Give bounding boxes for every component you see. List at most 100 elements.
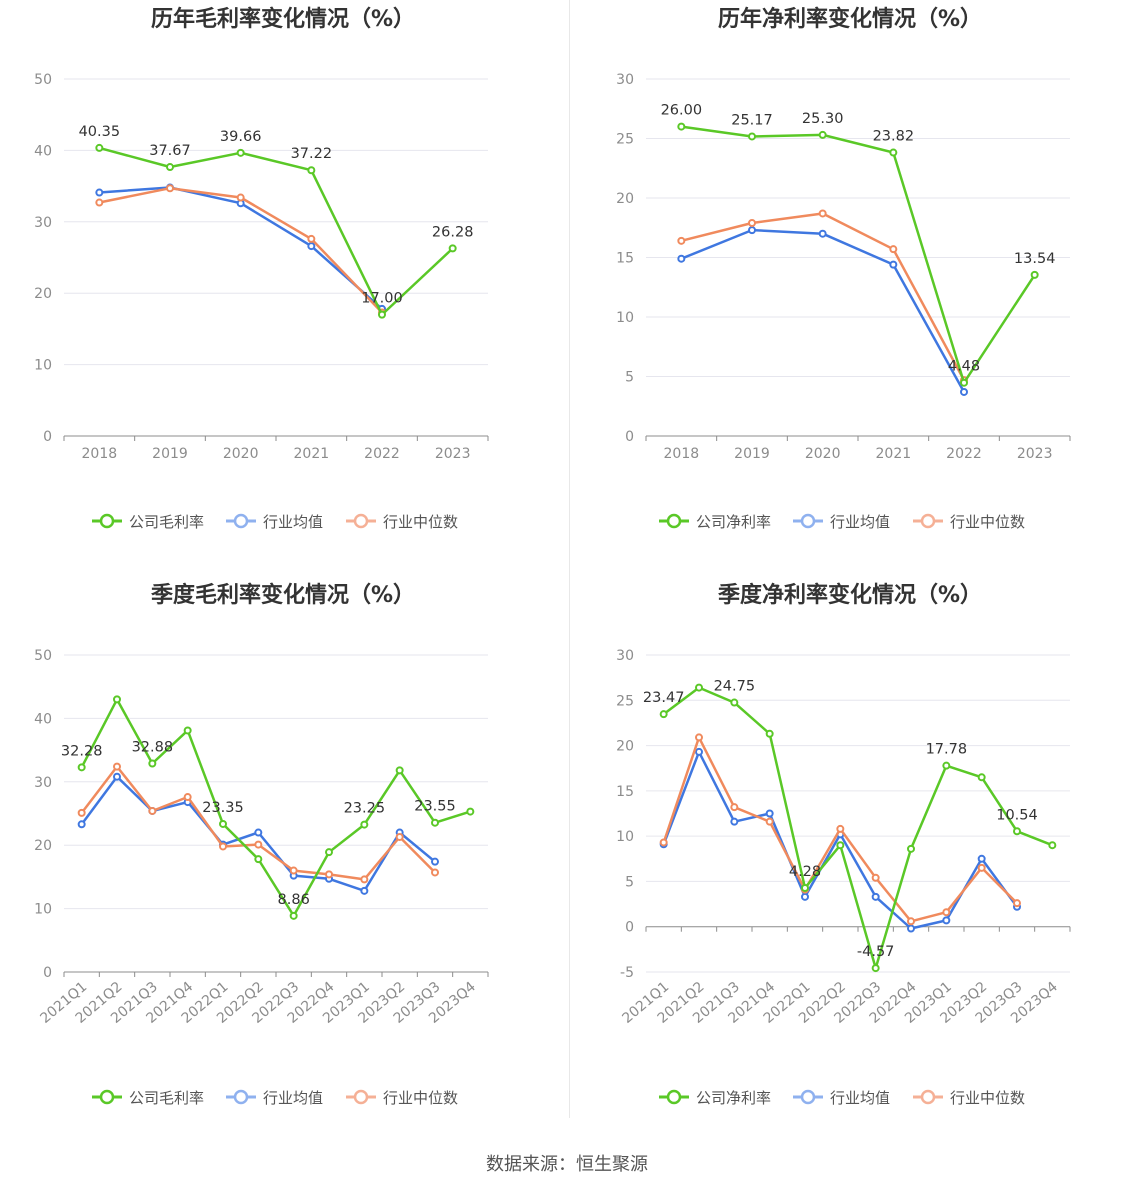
series-line [662,686,1053,970]
data-point [307,166,316,175]
y-tick-label: 20 [34,838,52,854]
data-point [695,683,703,692]
data-point [289,911,298,920]
data-point [889,245,898,254]
data-label: 32.88 [132,740,174,756]
data-point [325,848,333,857]
data-label: 10.54 [996,807,1038,823]
legend-swatch-marker [920,1089,936,1105]
legend-swatch-marker [353,513,369,529]
data-label: 39.66 [220,129,262,145]
data-point [236,148,245,157]
chart-title: 季度净利率变化情况（%） [718,582,982,608]
data-point [818,130,827,139]
data-label: 4.28 [789,864,821,880]
chart-title: 历年毛利率变化情况（%） [151,6,415,32]
data-point [695,747,703,756]
y-tick-label: 30 [34,215,52,231]
legend-swatch-marker [666,1089,682,1105]
data-point [254,828,263,837]
data-label: 17.00 [361,291,403,307]
legend-swatch-marker [920,513,936,529]
data-label: 8.86 [278,892,310,908]
y-tick-label: 0 [43,965,52,981]
data-point [325,870,333,879]
data-point [871,873,880,882]
data-point [765,729,774,738]
y-tick-label: 40 [34,711,52,727]
legend-swatch-marker [233,1089,249,1105]
data-point [183,726,192,735]
data-point [219,819,227,828]
y-tick-label: 25 [616,132,634,148]
data-point [765,809,774,818]
data-label: 23.82 [873,129,915,145]
data-point [730,817,739,826]
data-point [871,892,880,901]
x-tick-label: 2018 [664,446,700,462]
y-tick-label: 30 [616,648,634,664]
x-tick-label: 2023 [1017,446,1053,462]
data-point [836,841,845,850]
data-point [236,193,245,202]
data-label: 23.55 [414,799,456,815]
legend-label: 公司毛利率 [129,513,204,531]
quarterly-net-margin-chart: 季度净利率变化情况（%） -5 0 5 10 15 20 25 30 2021Q1 2021Q2 20… [567,576,1134,1142]
data-source: 数据来源：恒生聚源 [486,1154,648,1175]
data-point [748,132,756,141]
y-tick-label: 20 [616,739,634,755]
y-tick-label: -5 [620,965,634,981]
data-label: 24.75 [714,679,756,695]
y-tick-label: 5 [625,370,634,386]
legend-label: 行业中位数 [383,1089,458,1107]
data-point [748,226,756,235]
data-point [360,875,369,884]
data-point [448,244,457,253]
data-label: 25.17 [731,112,773,128]
series-line [662,750,1019,930]
data-point [801,883,809,892]
legend-label: 行业均值 [830,1089,890,1107]
data-point [836,824,845,833]
y-tick-label: 10 [616,310,634,326]
data-point [871,964,880,973]
data-point [1048,841,1057,850]
annual-net-margin-chart: 历年净利率变化情况（%） 0 5 10 15 20 25 30 2018 2019 2020 2021… [567,0,1134,566]
data-point [77,808,86,817]
data-point [77,763,86,772]
data-point [148,806,157,815]
data-label: 13.54 [1014,251,1056,267]
data-point [977,863,986,872]
data-point [889,148,898,157]
data-label: 37.67 [149,143,191,159]
data-label: 23.35 [202,800,244,816]
legend-label: 公司毛利率 [129,1089,204,1107]
data-point [431,818,439,827]
series-line [98,146,454,316]
data-label: 32.28 [61,743,103,759]
data-point [818,229,827,238]
y-tick-label: 0 [625,920,634,936]
y-tick-label: 15 [616,251,634,267]
y-tick-label: 40 [34,143,52,159]
legend-label: 行业中位数 [950,1089,1025,1107]
y-tick-label: 10 [616,829,634,845]
data-point [254,840,263,849]
y-tick-label: 50 [34,648,52,664]
data-point [113,695,121,704]
data-point [907,917,915,926]
data-point [113,772,121,781]
y-tick-label: 20 [616,191,634,207]
data-point [677,122,686,131]
x-tick-label: 2023 [435,446,471,462]
y-tick-label: 10 [34,902,52,918]
data-point [395,832,404,841]
legend-label: 行业中位数 [950,513,1025,531]
data-label: 23.47 [643,690,685,706]
x-tick-label: 2020 [223,446,259,462]
data-point [360,886,369,895]
data-point [695,733,703,742]
legend-swatch-marker [99,513,115,529]
data-point [254,855,263,864]
data-point [219,842,227,851]
